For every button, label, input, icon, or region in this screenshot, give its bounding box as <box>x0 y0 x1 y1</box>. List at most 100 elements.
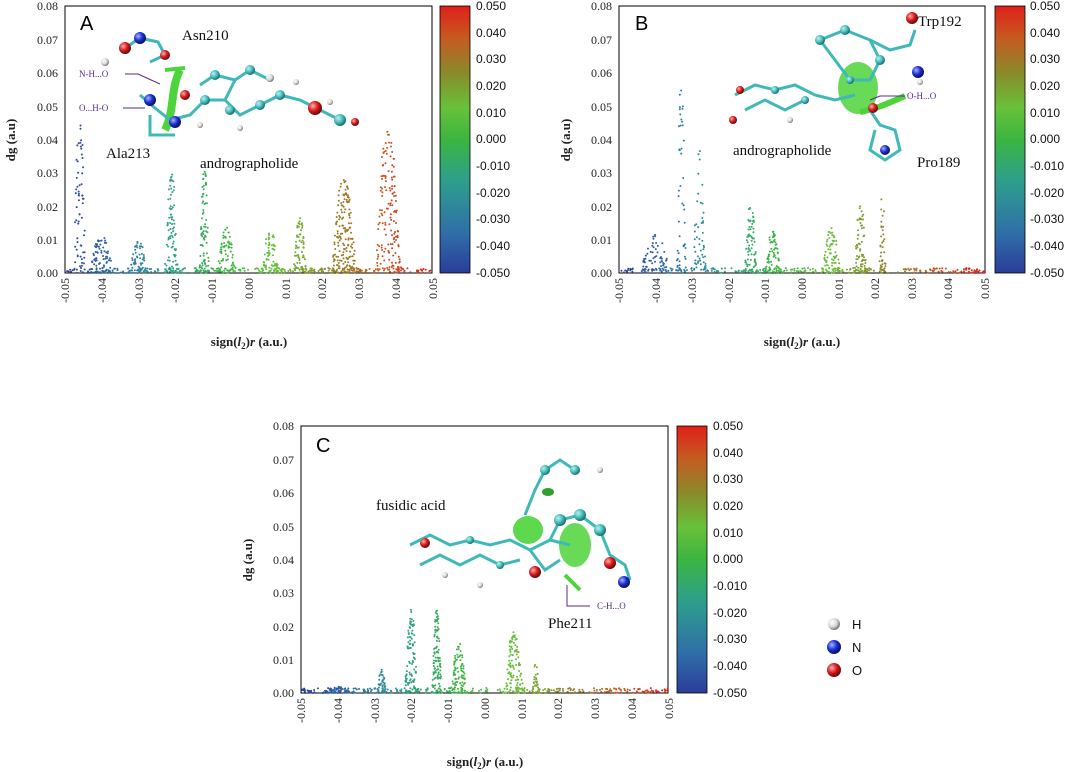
scatter-point <box>747 219 750 221</box>
scatter-point <box>102 255 104 257</box>
scatter-point <box>378 678 381 681</box>
scatter-point <box>629 269 632 272</box>
scatter-point <box>169 235 172 238</box>
scatter-point <box>220 266 223 269</box>
scatter-point <box>312 692 315 694</box>
colorbar-ticks: 0.050 0.040 0.030 0.020 0.010 0.000 -0.0… <box>713 419 747 700</box>
scatter-point <box>710 269 713 272</box>
scatter-point <box>368 267 371 270</box>
scatter-point <box>406 636 409 639</box>
colorbar-tick-label: -0.020 <box>1030 186 1064 200</box>
scatter-point <box>660 256 662 258</box>
scatter-point <box>337 255 340 258</box>
scatter-point <box>516 648 518 651</box>
scatter-point <box>388 251 390 254</box>
scatter-point <box>398 261 401 264</box>
scatter-point <box>345 256 348 259</box>
scatter-point <box>863 256 865 259</box>
scatter-point <box>480 688 483 691</box>
scatter-point <box>79 145 82 148</box>
scatter-point <box>825 240 828 243</box>
scatter-point <box>408 660 411 663</box>
scatter-point <box>852 267 855 269</box>
scatter-point <box>680 118 683 121</box>
scatter-point <box>374 268 377 271</box>
scatter-point <box>371 691 374 694</box>
scatter-point <box>454 667 457 670</box>
scatter-point <box>749 228 752 231</box>
scatter-point <box>697 260 700 263</box>
x-tick-label: 0.03 <box>352 278 366 299</box>
scatter-point <box>296 224 299 227</box>
scatter-point <box>383 259 386 262</box>
scatter-point <box>460 686 463 689</box>
scatter-point <box>267 246 270 249</box>
scatter-point <box>426 688 429 691</box>
scatter-point <box>433 635 436 638</box>
scatter-point <box>77 199 80 202</box>
scatter-point <box>881 229 884 232</box>
scatter-point <box>298 271 301 274</box>
scatter-point <box>350 269 353 272</box>
scatter-point <box>382 152 385 154</box>
scatter-point <box>453 669 456 672</box>
scatter-point <box>407 691 410 694</box>
scatter-point <box>768 271 770 274</box>
x-tick-label: 0.00 <box>242 278 256 299</box>
scatter-point <box>270 267 273 270</box>
scatter-point <box>606 688 609 690</box>
scatter-point <box>393 195 395 198</box>
scatter-point <box>406 267 409 270</box>
scatter-point <box>679 113 682 116</box>
scatter-point <box>359 271 362 274</box>
scatter-point <box>88 271 90 274</box>
scatter-point <box>174 259 177 262</box>
scatter-point <box>380 156 383 158</box>
scatter-point <box>74 245 77 248</box>
scatter-point <box>460 689 463 691</box>
scatter-point <box>206 226 209 229</box>
scatter-point <box>751 212 754 214</box>
y-tick-label: 0.02 <box>273 620 294 634</box>
scatter-point <box>336 220 339 223</box>
scatter-point <box>348 264 351 267</box>
scatter-point <box>390 229 393 232</box>
scatter-point <box>393 185 396 187</box>
scatter-point <box>393 241 396 243</box>
scatter-point <box>623 687 626 690</box>
scatter-point <box>759 271 762 274</box>
scatter-point <box>405 677 408 680</box>
scatter-point <box>700 268 703 271</box>
scatter-point <box>883 251 886 254</box>
scatter-point <box>306 271 309 274</box>
scatter-point <box>105 268 108 271</box>
colorbar-ticks: 0.050 0.040 0.030 0.020 0.010 0.000 -0.0… <box>1030 0 1064 280</box>
scatter-point <box>309 267 312 270</box>
scatter-point <box>344 238 347 241</box>
scatter-point <box>339 216 342 219</box>
x-tick-label: 0.05 <box>978 278 992 299</box>
scatter-point <box>952 270 955 273</box>
scatter-point <box>533 678 536 681</box>
scatter-point <box>856 246 859 249</box>
scatter-point <box>333 243 336 246</box>
scatter-point <box>424 268 427 271</box>
scatter-point <box>509 664 512 667</box>
scatter-point <box>274 264 276 267</box>
scatter-point <box>703 246 705 249</box>
scatter-point <box>438 685 441 688</box>
x-tick-label: -0.05 <box>294 698 308 723</box>
scatter-point <box>420 268 423 271</box>
scatter-point <box>581 688 584 691</box>
scatter-point <box>831 264 833 267</box>
scatter-point <box>834 267 837 270</box>
scatter-point <box>353 271 356 274</box>
scatter-point <box>74 192 77 195</box>
scatter-point <box>203 270 206 273</box>
scatter-point <box>514 679 517 682</box>
scatter-point <box>223 269 226 272</box>
scatter-point <box>638 688 641 690</box>
scatter-point <box>856 219 859 222</box>
scatter-point <box>600 690 603 693</box>
scatter-point <box>193 267 196 270</box>
